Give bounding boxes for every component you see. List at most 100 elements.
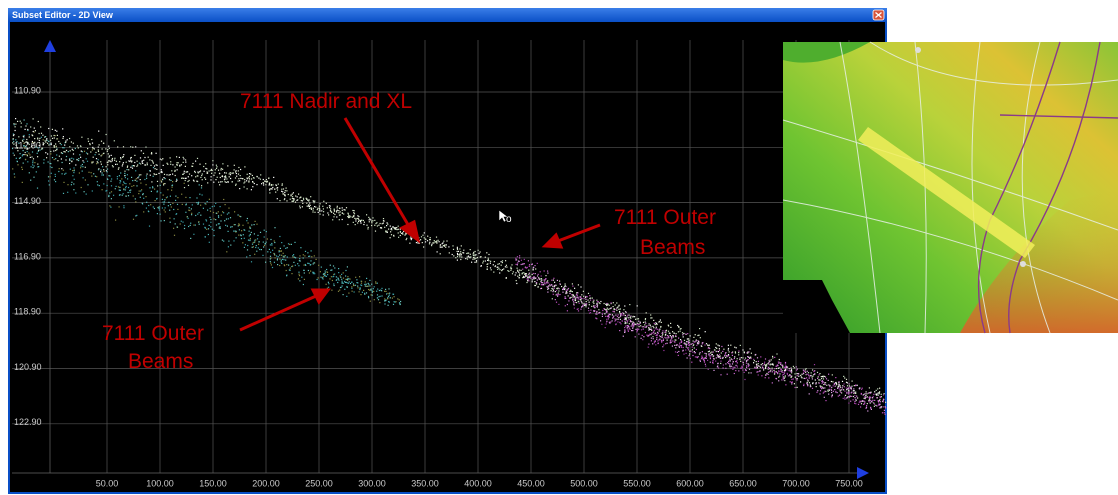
sounding: [236, 184, 237, 185]
sounding: [337, 277, 338, 278]
sounding: [634, 322, 635, 323]
sounding: [360, 287, 361, 288]
sounding: [371, 284, 372, 285]
sounding: [822, 387, 823, 388]
sounding: [185, 180, 186, 181]
sounding: [686, 341, 687, 342]
sounding: [874, 391, 875, 392]
sounding: [613, 316, 614, 317]
sounding: [353, 212, 354, 213]
sounding: [264, 230, 265, 231]
sounding: [616, 308, 617, 309]
sounding: [653, 327, 654, 328]
sounding: [310, 271, 311, 272]
sounding: [488, 258, 489, 259]
sounding: [305, 265, 306, 266]
sounding: [39, 142, 40, 143]
y-tick-label: 114.90: [14, 196, 41, 206]
sounding: [41, 133, 42, 134]
sounding: [241, 230, 242, 231]
sounding: [539, 284, 540, 285]
sounding: [188, 176, 189, 177]
sounding: [23, 145, 24, 146]
sounding: [170, 164, 171, 165]
sounding: [15, 124, 16, 125]
sounding: [52, 129, 53, 130]
sounding: [551, 288, 552, 289]
sounding: [697, 340, 698, 341]
sounding: [326, 271, 327, 272]
x-tick-label: 200.00: [252, 478, 280, 488]
sounding: [615, 304, 616, 305]
sounding: [552, 291, 553, 292]
sounding: [354, 210, 355, 211]
sounding: [715, 347, 716, 348]
sounding: [254, 233, 255, 234]
sounding: [769, 371, 770, 372]
sounding: [369, 285, 370, 286]
sounding: [595, 313, 596, 314]
sounding: [598, 309, 599, 310]
sounding: [656, 335, 657, 336]
sounding: [584, 298, 585, 299]
sounding: [163, 204, 164, 205]
sounding: [175, 200, 176, 201]
sounding: [663, 344, 664, 345]
sounding: [661, 322, 662, 323]
sounding: [783, 378, 784, 379]
sounding: [565, 305, 566, 306]
sounding: [549, 284, 550, 285]
sounding: [740, 361, 741, 362]
sounding: [29, 172, 30, 173]
sounding: [15, 139, 16, 140]
sounding: [854, 395, 855, 396]
sounding: [685, 349, 686, 350]
sounding: [43, 139, 44, 140]
sounding: [779, 359, 780, 360]
sounding: [375, 283, 376, 284]
sounding: [87, 184, 88, 185]
sounding: [29, 154, 30, 155]
sounding: [378, 299, 379, 300]
sounding: [529, 264, 530, 265]
sounding: [15, 118, 16, 119]
sounding: [746, 365, 747, 366]
sounding: [191, 175, 192, 176]
sounding: [353, 283, 354, 284]
sounding: [125, 183, 126, 184]
sounding: [880, 401, 881, 402]
sounding: [688, 343, 689, 344]
sounding: [636, 324, 637, 325]
sounding: [161, 180, 162, 181]
sounding: [622, 320, 623, 321]
sounding: [200, 205, 201, 206]
sounding: [868, 400, 869, 401]
x-tick-label: 350.00: [411, 478, 439, 488]
sounding: [806, 374, 807, 375]
sounding: [77, 145, 78, 146]
sounding: [857, 385, 858, 386]
sounding: [314, 202, 315, 203]
sounding: [244, 230, 245, 231]
sounding: [275, 184, 276, 185]
sounding: [26, 139, 27, 140]
sounding: [27, 155, 28, 156]
sounding: [308, 270, 309, 271]
sounding: [658, 321, 659, 322]
sounding: [326, 284, 327, 285]
sounding: [347, 276, 348, 277]
sounding: [586, 299, 587, 300]
sounding: [157, 181, 158, 182]
sounding: [230, 174, 231, 175]
sounding: [263, 246, 264, 247]
sounding: [526, 267, 527, 268]
sounding: [580, 296, 581, 297]
sounding: [838, 386, 839, 387]
sounding: [175, 175, 176, 176]
sounding: [123, 146, 124, 147]
sounding: [572, 300, 573, 301]
sounding: [374, 220, 375, 221]
sounding: [273, 177, 274, 178]
sounding: [683, 333, 684, 334]
sounding: [380, 227, 381, 228]
